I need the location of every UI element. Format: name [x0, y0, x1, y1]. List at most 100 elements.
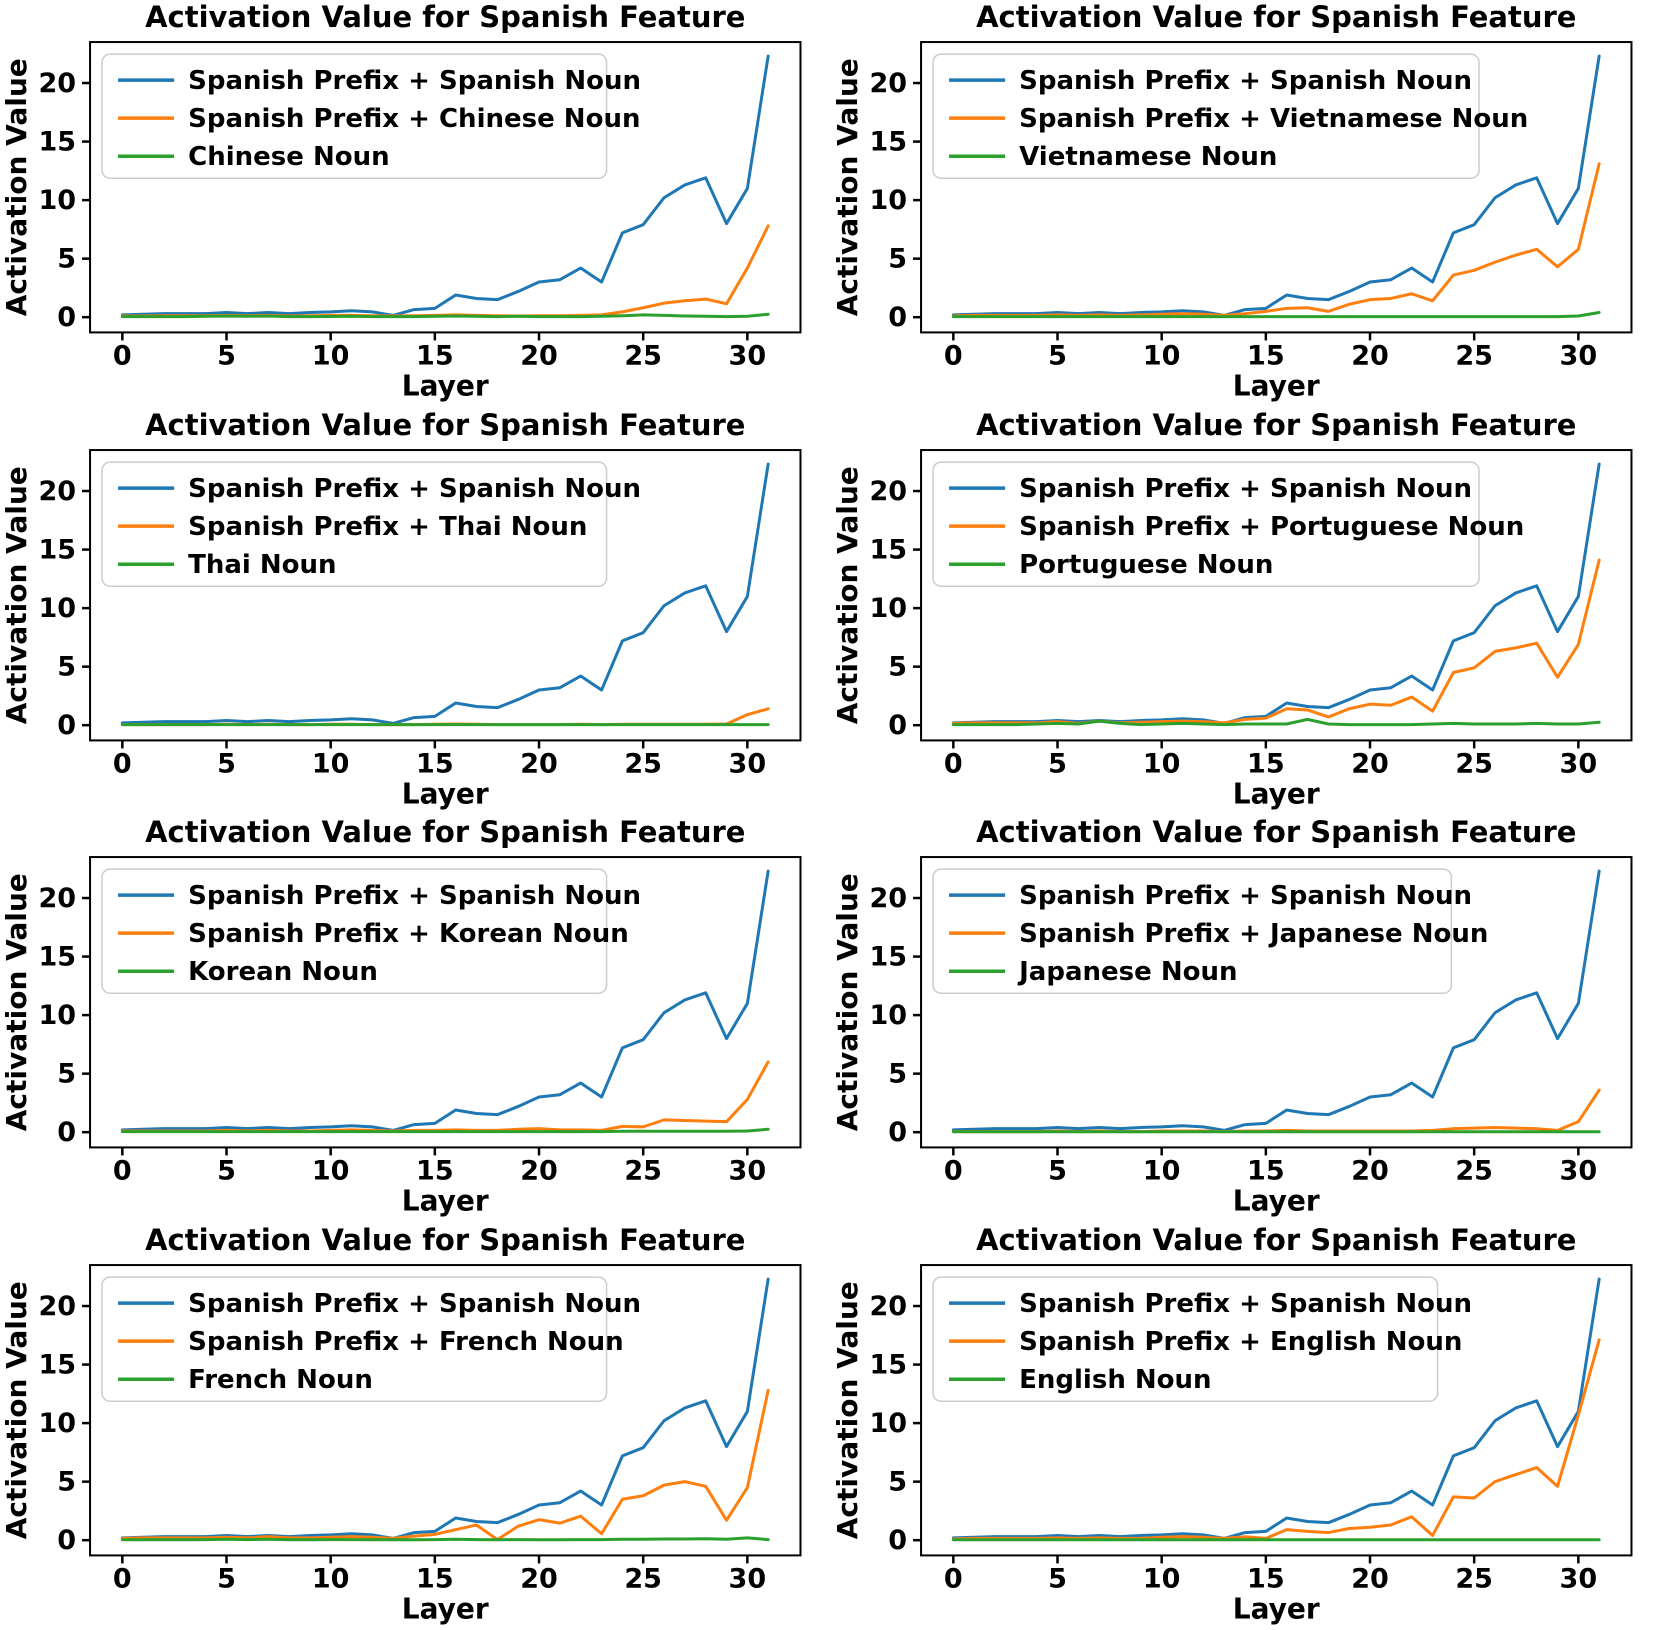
- legend-label: French Noun: [188, 1365, 373, 1395]
- y-tick-label: 5: [888, 1466, 907, 1497]
- legend-item-thai-noun: Thai Noun: [118, 550, 337, 580]
- legend-label: Spanish Prefix + Spanish Noun: [188, 881, 641, 911]
- series-line-spanish-prefix-japanese-noun: [951, 1088, 1601, 1134]
- legend-item-english-noun: English Noun: [948, 1365, 1211, 1395]
- plot-frame: [89, 448, 802, 741]
- legend-label: Vietnamese Noun: [1019, 142, 1277, 172]
- legend-label: English Noun: [1019, 1365, 1211, 1395]
- legend-item-spanish-prefix-portuguese-noun: Spanish Prefix + Portuguese Noun: [948, 512, 1524, 542]
- series-line-spanish-prefix-english-noun: [951, 1337, 1601, 1540]
- legend-label: Spanish Prefix + Spanish Noun: [1019, 881, 1472, 911]
- x-tick-label: 0: [943, 748, 962, 779]
- x-tick-label: 25: [1455, 748, 1493, 779]
- x-tick-label: 5: [217, 1563, 236, 1594]
- x-tick-label: 5: [1048, 340, 1067, 371]
- chart-panel-4: Activation Value for Spanish Feature 0 5 10…: [831, 408, 1661, 816]
- y-tick-label: 10: [38, 1000, 76, 1031]
- legend-item-japanese-noun: Japanese Noun: [948, 957, 1237, 987]
- legend-item-spanish-prefix-spanish-noun: Spanish Prefix + Spanish Noun: [948, 66, 1472, 96]
- legend-label: Spanish Prefix + Japanese Noun: [1019, 919, 1488, 949]
- y-axis-label: Activation Value: [831, 1281, 864, 1539]
- plot-frame: [919, 41, 1632, 334]
- legend-label: Spanish Prefix + Vietnamese Noun: [1019, 104, 1528, 134]
- x-tick-label: 20: [1351, 1563, 1389, 1594]
- chart-title: Activation Value for Spanish Feature: [145, 815, 745, 849]
- x-tick-label: 30: [729, 1155, 767, 1186]
- x-tick-label: 5: [217, 340, 236, 371]
- chart-panel-8: Activation Value for Spanish Feature 0 5 10…: [831, 1223, 1661, 1630]
- y-axis-label: Activation Value: [0, 58, 33, 316]
- legend-item-spanish-prefix-french-noun: Spanish Prefix + French Noun: [118, 1327, 624, 1357]
- series-line-spanish-prefix-spanish-noun: [951, 54, 1601, 317]
- chart-panel-5: Activation Value for Spanish Feature 0 5 10…: [0, 815, 831, 1223]
- x-tick-label: 0: [113, 340, 132, 371]
- y-tick-label: 20: [38, 476, 76, 507]
- y-tick-label: 5: [888, 651, 907, 682]
- x-tick-label: 10: [312, 1155, 350, 1186]
- x-tick-label: 0: [113, 1563, 132, 1594]
- legend-box: [931, 1275, 1438, 1402]
- series-line-spanish-prefix-vietnamese-noun: [951, 162, 1601, 318]
- chart-title: Activation Value for Spanish Feature: [976, 408, 1576, 442]
- y-axis-label: Activation Value: [0, 466, 33, 724]
- x-tick-label: 30: [729, 748, 767, 779]
- chart-panel-2: Activation Value for Spanish Feature 0 5 10…: [831, 0, 1661, 408]
- y-tick-label: 10: [38, 1408, 76, 1439]
- chart-svg: Activation Value for Spanish Feature 0 5 10…: [831, 0, 1632, 402]
- series-line-spanish-prefix-spanish-noun: [120, 1277, 770, 1540]
- chart-title: Activation Value for Spanish Feature: [976, 815, 1576, 849]
- x-tick-label: 15: [416, 1155, 454, 1186]
- x-tick-label: 15: [1247, 748, 1285, 779]
- chart-svg: Activation Value for Spanish Feature 0 5 10…: [0, 815, 802, 1217]
- legend-label: Spanish Prefix + Thai Noun: [188, 512, 587, 542]
- x-tick-label: 30: [1559, 748, 1597, 779]
- legend-label: Spanish Prefix + Chinese Noun: [188, 104, 640, 134]
- series-line-korean-noun: [120, 1127, 770, 1134]
- x-tick-label: 30: [1559, 1563, 1597, 1594]
- chart-svg: Activation Value for Spanish Feature 0 5 10…: [0, 0, 802, 402]
- legend-item-korean-noun: Korean Noun: [118, 957, 378, 987]
- plot-frame: [89, 1263, 802, 1556]
- x-tick-label: 0: [943, 340, 962, 371]
- x-tick-label: 25: [1455, 1155, 1493, 1186]
- series-line-french-noun: [120, 1535, 770, 1541]
- x-tick-label: 10: [312, 340, 350, 371]
- y-tick-label: 0: [57, 1117, 76, 1148]
- legend-label: Portuguese Noun: [1019, 550, 1273, 580]
- x-tick-label: 10: [1142, 1563, 1180, 1594]
- x-axis-label: Layer: [1232, 1592, 1319, 1625]
- y-tick-label: 10: [869, 1408, 907, 1439]
- x-tick-label: 0: [943, 1563, 962, 1594]
- series-line-spanish-prefix-spanish-noun: [120, 462, 770, 725]
- y-tick-label: 20: [869, 476, 907, 507]
- legend-label: Spanish Prefix + Korean Noun: [188, 919, 629, 949]
- x-tick-label: 20: [520, 748, 558, 779]
- x-tick-label: 30: [1559, 1155, 1597, 1186]
- y-tick-label: 0: [57, 302, 76, 333]
- y-axis-label: Activation Value: [0, 1281, 33, 1539]
- legend-item-spanish-prefix-thai-noun: Spanish Prefix + Thai Noun: [118, 512, 587, 542]
- series-line-spanish-prefix-spanish-noun: [951, 1277, 1601, 1540]
- legend-label: Spanish Prefix + Spanish Noun: [188, 66, 641, 96]
- y-tick-label: 15: [869, 942, 907, 973]
- x-axis-label: Layer: [1232, 369, 1319, 402]
- x-tick-label: 15: [1247, 340, 1285, 371]
- y-tick-label: 20: [869, 68, 907, 99]
- x-tick-label: 5: [1048, 1563, 1067, 1594]
- x-tick-label: 20: [1351, 1155, 1389, 1186]
- legend-label: Spanish Prefix + Spanish Noun: [188, 474, 641, 504]
- legend-label: Spanish Prefix + Spanish Noun: [1019, 66, 1472, 96]
- legend: Spanish Prefix + Spanish Noun Spanish Pre…: [101, 868, 641, 994]
- x-axis-label: Layer: [402, 1592, 489, 1625]
- y-tick-label: 15: [869, 127, 907, 158]
- legend-item-spanish-prefix-korean-noun: Spanish Prefix + Korean Noun: [118, 919, 629, 949]
- y-axis-label: Activation Value: [831, 58, 864, 316]
- chart-title: Activation Value for Spanish Feature: [145, 0, 745, 34]
- y-tick-label: 15: [38, 534, 76, 565]
- chart-svg: Activation Value for Spanish Feature 0 5 10…: [831, 1223, 1632, 1625]
- chart-svg: Activation Value for Spanish Feature 0 5 10…: [831, 408, 1632, 810]
- x-tick-label: 20: [1351, 748, 1389, 779]
- y-tick-label: 0: [57, 1525, 76, 1556]
- legend: Spanish Prefix + Spanish Noun Spanish Pre…: [931, 868, 1488, 994]
